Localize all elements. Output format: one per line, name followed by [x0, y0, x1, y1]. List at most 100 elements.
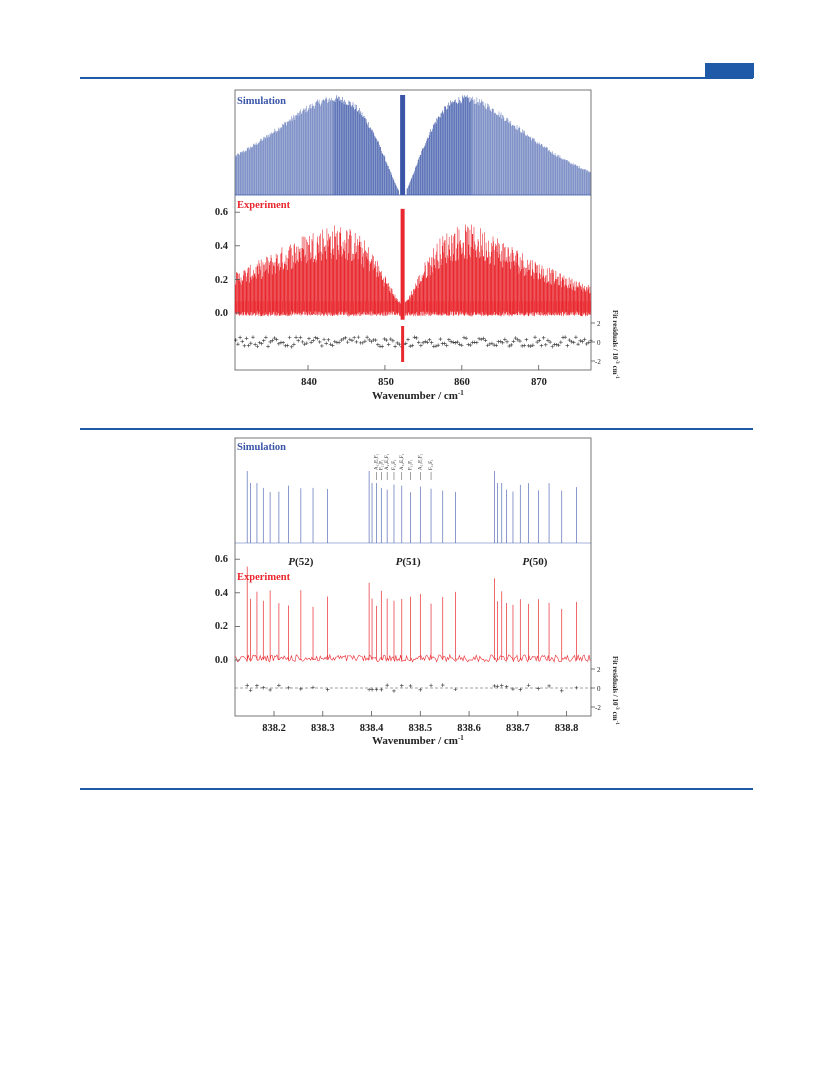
- residual-point: [536, 686, 541, 691]
- transition-label: A₂₁E₁F₁: [385, 453, 390, 470]
- residual-point: [438, 337, 443, 341]
- residual-point: [384, 338, 389, 342]
- residual-point: [392, 689, 396, 693]
- residual-point: [393, 344, 397, 349]
- residual-point: [266, 344, 270, 349]
- residual-point: [518, 687, 523, 692]
- residual-point: [360, 341, 365, 345]
- experiment-series: [234, 566, 591, 663]
- residual-point: [391, 338, 395, 343]
- x-tick-label: 838.4: [360, 723, 384, 734]
- residual-point: [341, 337, 346, 341]
- residual-point: [248, 688, 253, 693]
- residual-point: [289, 345, 294, 349]
- residual-point: [451, 340, 456, 345]
- residual-point: [286, 686, 291, 690]
- residual-point: [233, 338, 238, 342]
- transition-label: A₁₂E₁F₁: [374, 453, 379, 470]
- residual-point: [388, 337, 393, 341]
- residual-point: [261, 338, 266, 343]
- residual-point: [255, 683, 259, 688]
- x-axis-label: Wavenumber / cm-1: [372, 734, 464, 747]
- residual-tick-label: 0: [597, 339, 601, 347]
- residual-point: [498, 339, 503, 344]
- residual-point: [408, 344, 412, 349]
- residual-point: [337, 340, 341, 345]
- residual-point: [350, 338, 354, 343]
- x-tick-label: 840: [301, 377, 317, 388]
- top-rule: [80, 77, 753, 79]
- residual-point: [563, 335, 567, 340]
- x-tick-label: 870: [531, 377, 547, 388]
- residual-point: [268, 688, 272, 692]
- residual-point: [421, 340, 425, 345]
- residual-point: [352, 335, 356, 340]
- residual-point: [479, 337, 484, 342]
- residual-point: [395, 341, 400, 345]
- x-axis-label-text: Wavenumber / cm: [372, 390, 458, 402]
- residual-point: [574, 685, 579, 690]
- residual-point: [322, 337, 326, 342]
- residual-point: [354, 340, 359, 344]
- residual-point: [559, 688, 564, 693]
- residual-point: [274, 337, 279, 342]
- y-tick-label: 0.4: [215, 241, 229, 252]
- residual-point: [257, 340, 262, 345]
- residual-point: [305, 341, 309, 345]
- residual-point: [453, 341, 458, 345]
- y-tick-label: 0.6: [215, 554, 228, 565]
- residual-point: [447, 337, 451, 342]
- residual-point: [584, 342, 589, 346]
- residual-axis: 2 0 -2: [591, 320, 601, 366]
- residual-point: [546, 338, 550, 343]
- residual-point: [261, 685, 266, 690]
- residual-point: [427, 337, 432, 342]
- residual-point: [462, 335, 466, 340]
- residual-point: [425, 340, 430, 345]
- y-axis: 0.0 0.2 0.4 0.6: [215, 554, 240, 666]
- residual-point: [434, 344, 438, 348]
- residual-point: [554, 342, 559, 347]
- transition-labels: A₁₂E₁F₁ F₁₂F₁ A₂₁E₁F₁ F₁₂F₁ A₁₂E₁F₁ F₁₂F₁ A₂₁E…: [374, 453, 434, 480]
- residual-point: [328, 342, 333, 347]
- residual-point: [477, 336, 481, 341]
- residual-point: [345, 340, 350, 344]
- plot-frame: [234, 89, 592, 371]
- residual-point: [412, 335, 417, 339]
- residual-point: [419, 343, 423, 348]
- residual-point: [299, 687, 303, 691]
- plot-frame: [234, 437, 592, 717]
- residual-point: [485, 343, 490, 348]
- residual-point: [236, 342, 240, 347]
- residual-point: [270, 338, 275, 343]
- residual-point: [410, 343, 415, 348]
- residual-point: [481, 336, 486, 341]
- residual-tick-label: 2: [597, 666, 601, 674]
- residual-point: [495, 684, 500, 689]
- residual-point: [548, 340, 552, 344]
- residual-point: [268, 340, 273, 344]
- residual-point: [468, 343, 473, 347]
- residual-point: [449, 339, 453, 344]
- branch-label: P(51): [396, 556, 421, 568]
- residual-point: [376, 342, 380, 347]
- residual-point: [464, 336, 468, 340]
- chart-zoom: Simulation Experiment A₁₂E₁F₁ F₁₂F₁ A₂₁E₁F…: [215, 437, 619, 747]
- transition-label: F₁₂F₁: [409, 459, 414, 470]
- residual-point: [556, 343, 561, 348]
- residual-point: [272, 336, 277, 340]
- residual-point: [374, 687, 379, 692]
- experiment-q-branch: [400, 208, 405, 320]
- residual-point: [356, 335, 361, 339]
- residual-point: [504, 684, 509, 689]
- branch-label: P(50): [522, 556, 547, 568]
- residual-point: [380, 344, 384, 349]
- residual-axis: 2 0 -2: [591, 666, 601, 712]
- header-tab: [705, 63, 754, 78]
- residual-point: [240, 339, 245, 344]
- residual-tick-label: -2: [595, 704, 601, 712]
- residual-point: [317, 340, 322, 344]
- residual-point: [436, 343, 440, 347]
- residual-point: [494, 343, 499, 348]
